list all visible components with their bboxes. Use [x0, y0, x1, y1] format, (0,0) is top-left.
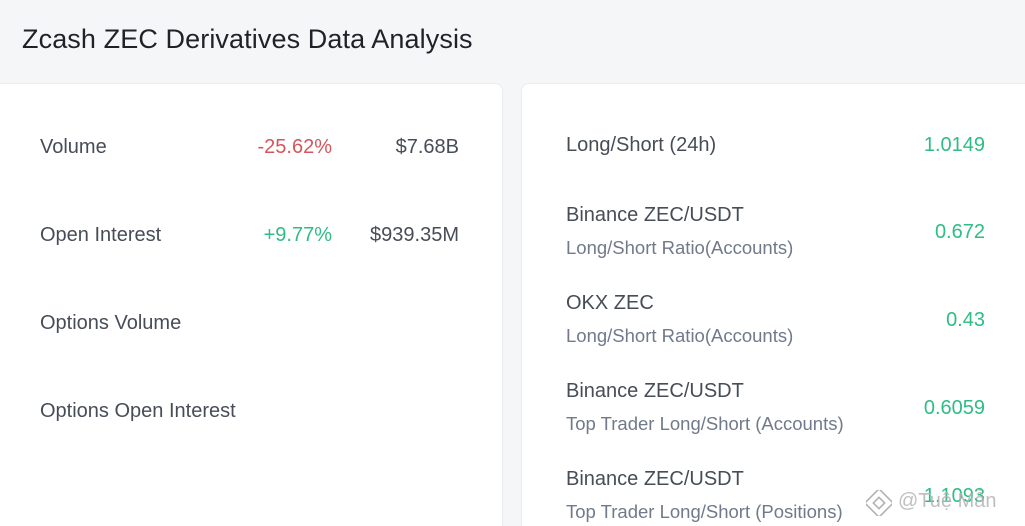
long-short-card: Long/Short (24h) 1.0149 Binance ZEC/USDT…	[521, 83, 1025, 526]
stat-row-open-interest: Open Interest +9.77% $939.35M	[0, 216, 503, 256]
ratio-title: Binance ZEC/USDT	[566, 204, 744, 226]
ratio-title: Binance ZEC/USDT	[566, 380, 744, 402]
ratio-subtitle: Top Trader Long/Short (Positions)	[566, 501, 843, 522]
stat-value: $939.35M	[370, 224, 459, 246]
stat-label: Volume	[40, 136, 107, 158]
ratio-title: Long/Short (24h)	[566, 134, 717, 156]
stat-row-options-open-interest: Options Open Interest	[0, 392, 503, 432]
watermark-text: @Tuệ Mẫn	[898, 490, 997, 512]
ratio-value: 0.43	[946, 309, 985, 331]
market-stats-card: Volume -25.62% $7.68B Open Interest +9.7…	[0, 83, 503, 526]
ratio-subtitle: Long/Short Ratio(Accounts)	[566, 325, 794, 346]
page-title: Zcash ZEC Derivatives Data Analysis	[22, 24, 473, 54]
stat-label: Options Volume	[40, 312, 182, 334]
ratio-value: 0.6059	[923, 397, 985, 419]
stat-row-options-volume: Options Volume	[0, 304, 503, 344]
ratio-title: OKX ZEC	[566, 292, 654, 314]
watermark: @Tuệ Mẫn	[866, 488, 1025, 518]
stat-value: $7.68B	[395, 136, 459, 158]
ratio-value: 1.0149	[923, 134, 985, 156]
ratio-subtitle: Long/Short Ratio(Accounts)	[566, 237, 794, 258]
page-header: Zcash ZEC Derivatives Data Analysis	[0, 0, 1025, 82]
stat-label: Options Open Interest	[40, 400, 236, 422]
binance-square-logo-icon	[866, 490, 892, 516]
stat-label: Open Interest	[40, 224, 162, 246]
ratio-value: 0.672	[934, 221, 985, 243]
stat-change: +9.77%	[263, 224, 332, 246]
ratio-value: 1.1093	[923, 485, 985, 507]
ratio-subtitle: Top Trader Long/Short (Accounts)	[566, 413, 844, 434]
ratio-title: Binance ZEC/USDT	[566, 468, 744, 490]
stat-change: -25.62%	[257, 136, 333, 158]
stat-row-volume: Volume -25.62% $7.68B	[0, 128, 503, 168]
